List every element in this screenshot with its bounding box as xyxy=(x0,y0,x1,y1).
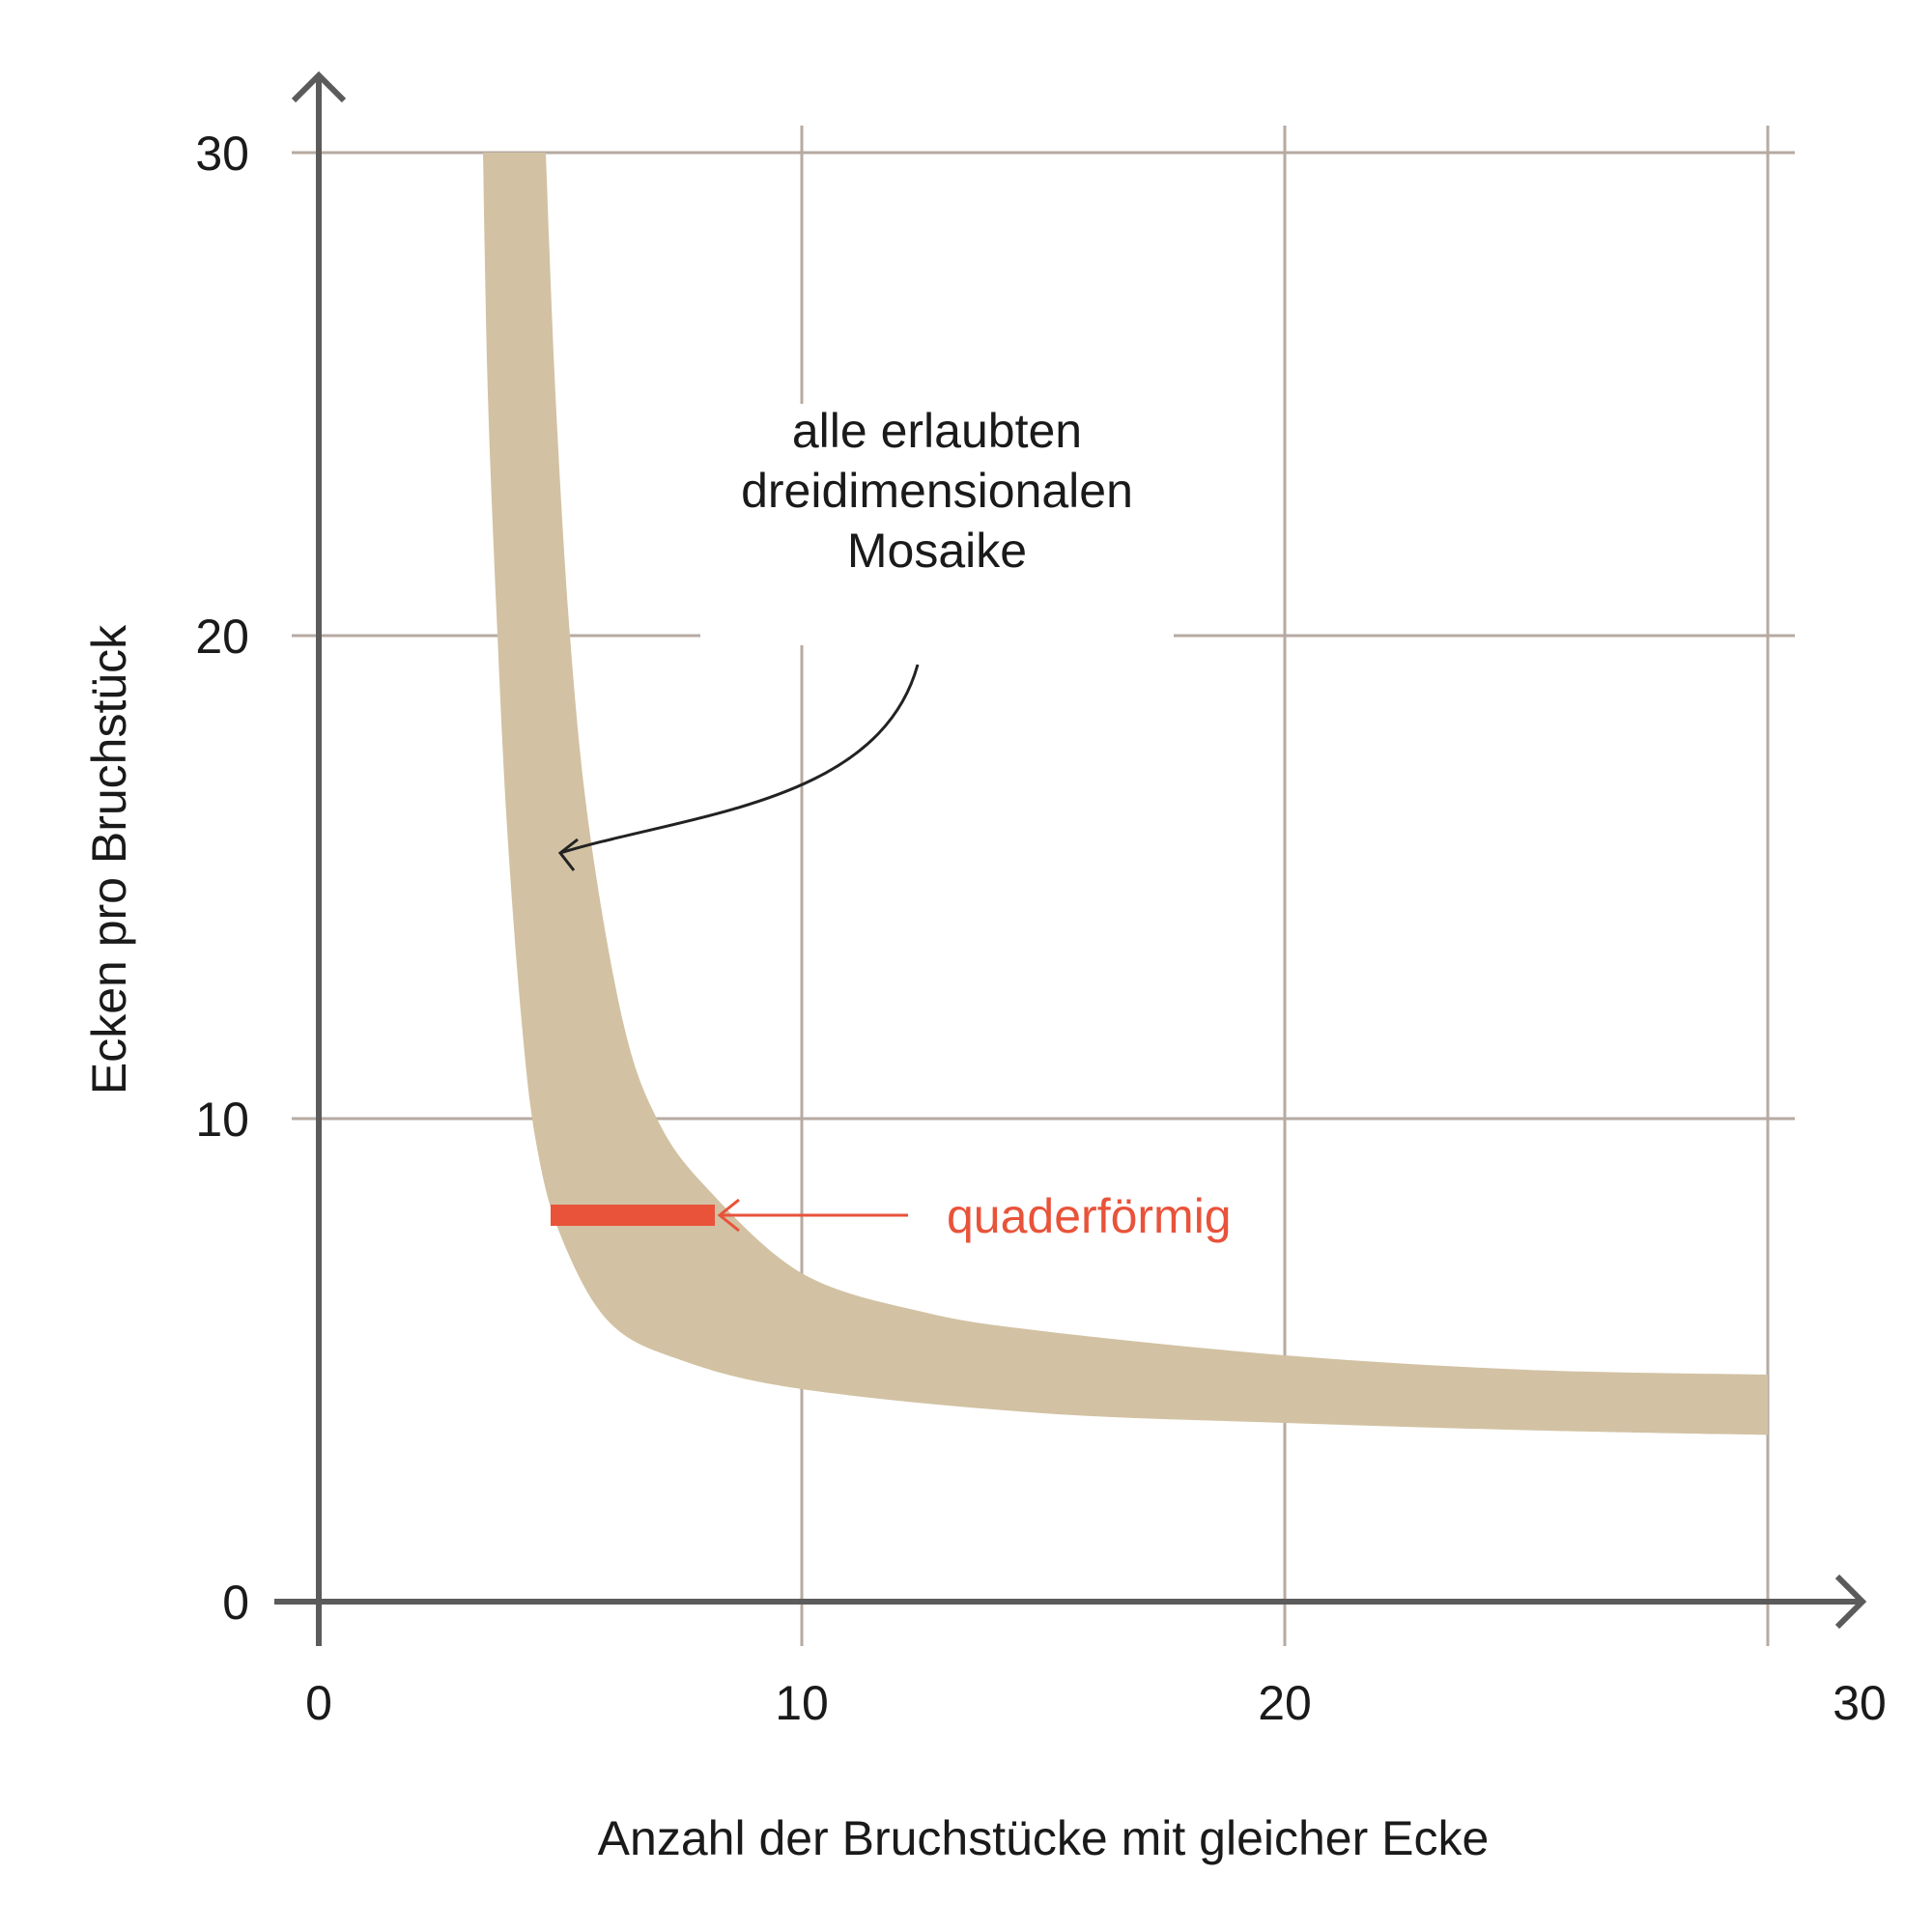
y-tick-label: 30 xyxy=(195,127,249,181)
y-tick-label: 20 xyxy=(195,610,249,664)
y-tick-label: 10 xyxy=(195,1093,249,1147)
annotation-line: Mosaike xyxy=(847,524,1027,578)
annotation-arrowhead xyxy=(557,838,579,871)
x-tick-label: 20 xyxy=(1258,1676,1312,1730)
x-tick-label: 30 xyxy=(1833,1676,1887,1730)
annotation-backdrop xyxy=(700,404,1174,645)
highlight-label: quaderförmig xyxy=(947,1189,1232,1243)
y-tick-label: 0 xyxy=(222,1576,249,1630)
x-tick-label: 10 xyxy=(775,1676,829,1730)
highlight-bar xyxy=(551,1205,715,1226)
x-tick-label: 0 xyxy=(305,1676,332,1730)
tick-labels: 0 10 20 30 0 10 20 30 xyxy=(195,127,1886,1730)
highlight-arrowhead xyxy=(717,1198,740,1233)
annotation-arrow-line xyxy=(559,664,920,855)
x-axis-arrowhead xyxy=(1834,1574,1867,1630)
annotation-layer: alle erlaubten dreidimensionalen Mosaike qu… xyxy=(557,404,1232,1243)
y-axis-title: Ecken pro Bruchstück xyxy=(82,624,136,1094)
band-layer xyxy=(483,153,1768,1435)
x-axis-title: Anzahl der Bruchstücke mit gleicher Ecke xyxy=(598,1811,1490,1865)
annotation-line: dreidimensionalen xyxy=(741,464,1133,518)
y-axis-arrowhead xyxy=(291,71,347,103)
band-area xyxy=(483,153,1768,1435)
annotation-line: alle erlaubten xyxy=(792,404,1082,458)
axes xyxy=(274,71,1867,1646)
